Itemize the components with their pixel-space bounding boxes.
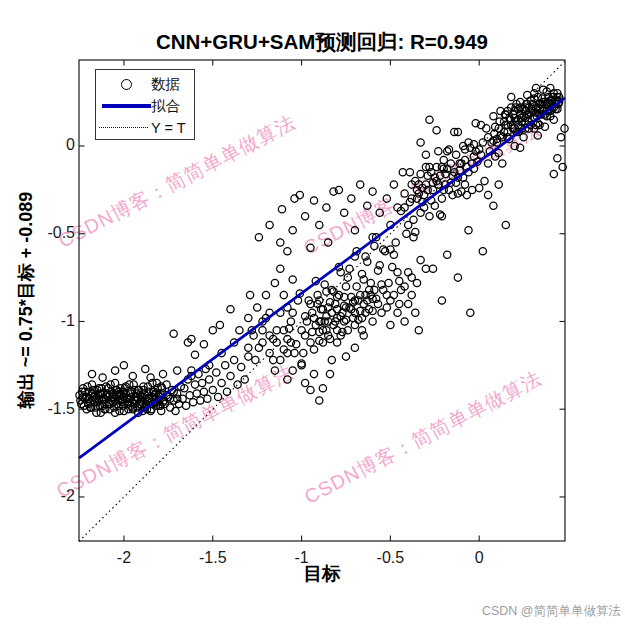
legend-item-data: 数据 xyxy=(96,73,194,95)
fit-line xyxy=(79,98,565,458)
legend-item-fit: 拟合 xyxy=(96,95,194,117)
legend-item-identity: Y = T xyxy=(96,117,194,139)
plot-area xyxy=(0,0,625,625)
legend[interactable]: 数据 拟合 Y = T xyxy=(95,69,195,140)
regression-figure: { "title": "CNN+GRU+SAM预测回归: R=0.949", "… xyxy=(0,0,625,625)
fit-line-icon xyxy=(96,95,151,117)
csdn-watermark: CSDN @简简单单做算法 xyxy=(482,603,621,620)
data-marker-icon xyxy=(96,73,151,95)
identity-line-icon xyxy=(96,117,151,139)
